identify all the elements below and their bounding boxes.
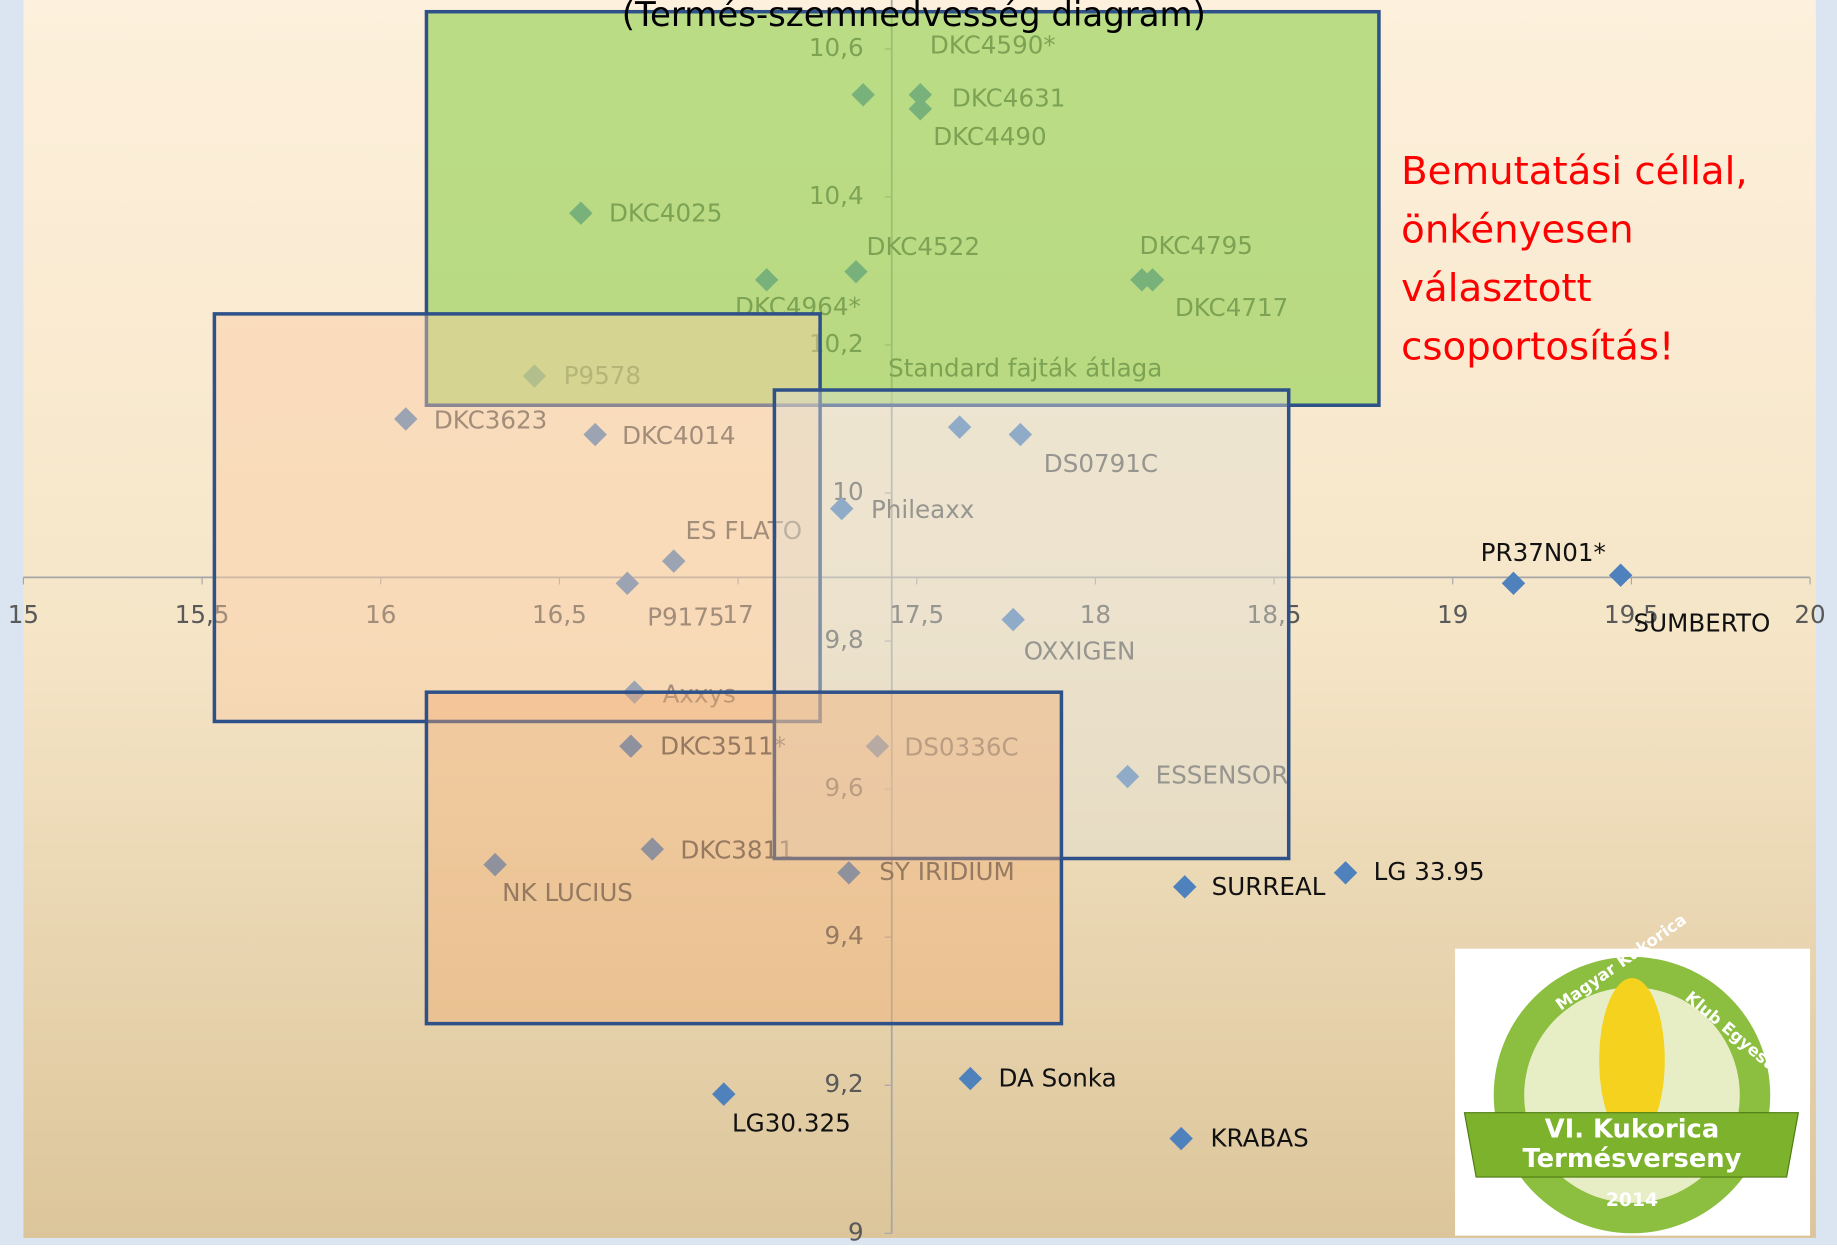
logo: Magyar Kukorica Klub Egyesület VI. Kukor… — [1455, 910, 1810, 1236]
point-label: SUMBERTO — [1634, 608, 1771, 637]
group-box — [214, 314, 820, 722]
point-label: DA Sonka — [998, 1064, 1116, 1093]
logo-text: 2014 — [1606, 1190, 1658, 1211]
chart: 1515,51616,51717,51818,51919,52099,29,49… — [0, 0, 1837, 1245]
x-tick-label: 19 — [1437, 600, 1468, 629]
page: 1515,51616,51717,51818,51919,52099,29,49… — [0, 0, 1837, 1245]
annotation-line: választott — [1401, 266, 1591, 311]
logo-text: VI. Kukorica — [1545, 1115, 1720, 1145]
annotation-line: önkényesen — [1401, 207, 1633, 252]
logo-text: Termésverseny — [1523, 1144, 1742, 1174]
y-tick-label: 9 — [848, 1217, 864, 1245]
point-label: LG 33.95 — [1374, 857, 1485, 886]
chart-title: (Termés-szemnedvesség diagram) — [622, 0, 1206, 35]
x-tick-label: 15 — [8, 600, 39, 629]
point-label: PR37N01* — [1481, 538, 1606, 567]
point-label: KRABAS — [1210, 1124, 1308, 1153]
point-label: LG30.325 — [732, 1109, 851, 1138]
x-tick-label: 20 — [1794, 600, 1825, 629]
group-box — [426, 692, 1061, 1023]
y-tick-label: 9,2 — [825, 1069, 864, 1098]
annotation-line: csoportosítás! — [1401, 325, 1674, 370]
point-label: SURREAL — [1212, 872, 1326, 901]
annotation-line: Bemutatási céllal, — [1401, 149, 1747, 194]
